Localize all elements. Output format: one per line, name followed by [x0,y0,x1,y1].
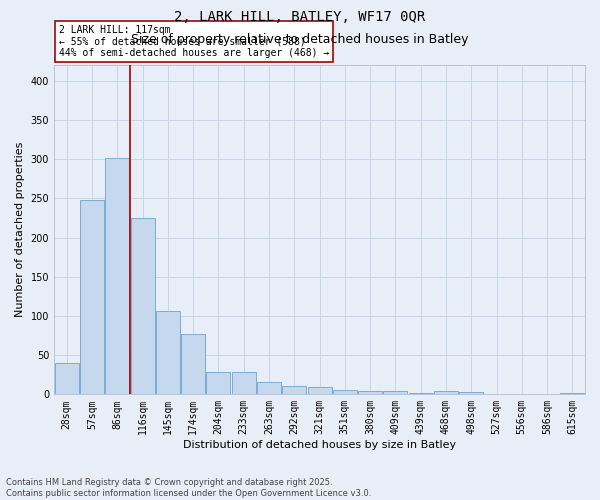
Bar [383,391,407,394]
Y-axis label: Number of detached properties: Number of detached properties [15,142,25,318]
Bar [308,388,332,394]
Bar [560,393,584,394]
X-axis label: Distribution of detached houses by size in Batley: Distribution of detached houses by size … [183,440,456,450]
Bar [131,218,155,394]
Bar [181,334,205,394]
Text: Size of property relative to detached houses in Batley: Size of property relative to detached ho… [131,32,469,46]
Bar [358,391,382,394]
Bar [282,386,306,394]
Bar [105,158,129,394]
Text: Contains HM Land Registry data © Crown copyright and database right 2025.
Contai: Contains HM Land Registry data © Crown c… [6,478,371,498]
Bar [459,392,483,394]
Bar [333,390,357,394]
Bar [156,311,180,394]
Bar [434,391,458,394]
Bar [206,372,230,394]
Bar [409,393,433,394]
Bar [80,200,104,394]
Bar [232,372,256,394]
Text: 2, LARK HILL, BATLEY, WF17 0QR: 2, LARK HILL, BATLEY, WF17 0QR [175,10,425,24]
Bar [55,363,79,394]
Bar [257,382,281,394]
Text: 2 LARK HILL: 117sqm
← 55% of detached houses are smaller (588)
44% of semi-detac: 2 LARK HILL: 117sqm ← 55% of detached ho… [59,25,329,58]
